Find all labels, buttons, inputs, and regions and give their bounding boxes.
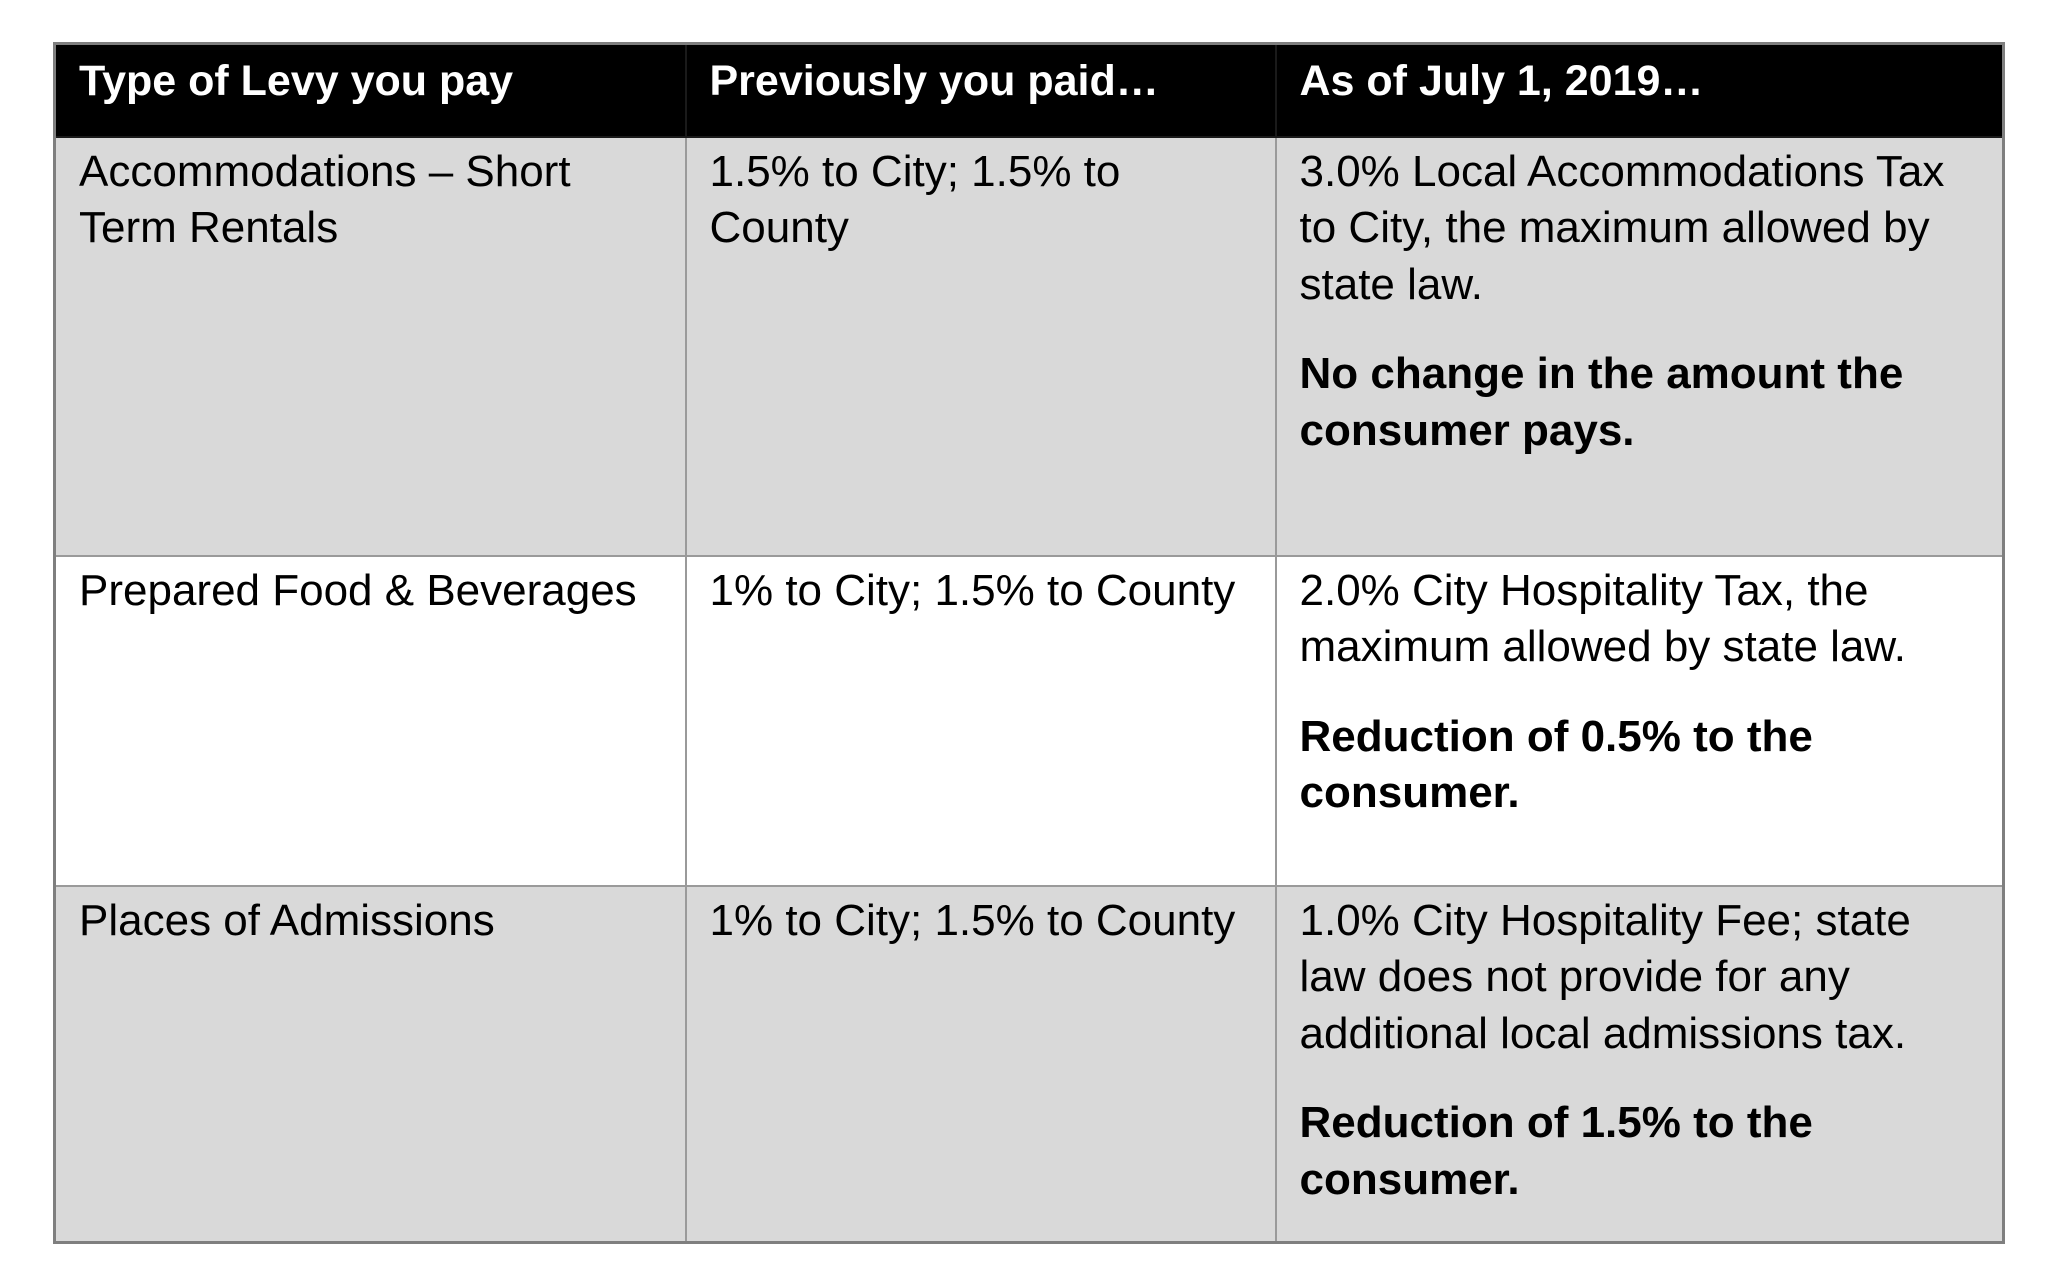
- table-row: Prepared Food & Beverages 1% to City; 1.…: [53, 554, 2005, 887]
- current-rate-text: 1.0% City Hospitality Fee; state law doe…: [1299, 895, 1911, 1058]
- consumer-impact-note: No change in the amount the consumer pay…: [1299, 349, 1904, 455]
- levy-type-cell: Prepared Food & Beverages: [53, 554, 687, 887]
- current-rate-text: 3.0% Local Accommodations Tax to City, t…: [1299, 146, 1945, 309]
- levy-type-cell: Places of Admissions: [53, 884, 687, 1244]
- previous-rate-cell: 1.5% to City; 1.5% to County: [684, 135, 1277, 557]
- table-row: Places of Admissions 1% to City; 1.5% to…: [53, 884, 2005, 1244]
- consumer-impact-note: Reduction of 0.5% to the consumer.: [1299, 711, 1813, 818]
- table-body: Accommodations – Short Term Rentals 1.5%…: [53, 135, 2005, 1244]
- current-rate-cell: 1.0% City Hospitality Fee; state law doe…: [1274, 884, 2005, 1244]
- header-row: Type of Levy you pay Previously you paid…: [53, 42, 2005, 138]
- current-rate-cell: 3.0% Local Accommodations Tax to City, t…: [1274, 135, 2005, 557]
- table-row: Accommodations – Short Term Rentals 1.5%…: [53, 135, 2005, 557]
- previous-rate-cell: 1% to City; 1.5% to County: [684, 884, 1277, 1244]
- levy-type-cell: Accommodations – Short Term Rentals: [53, 135, 687, 557]
- current-rate-cell: 2.0% City Hospitality Tax, the maximum a…: [1274, 554, 2005, 887]
- previous-rate-cell: 1% to City; 1.5% to County: [684, 554, 1277, 887]
- header-levy-type: Type of Levy you pay: [53, 42, 687, 138]
- levy-comparison-table: Type of Levy you pay Previously you paid…: [53, 42, 2005, 1244]
- header-previously-paid: Previously you paid…: [684, 42, 1277, 138]
- header-as-of-date: As of July 1, 2019…: [1274, 42, 2005, 138]
- current-rate-text: 2.0% City Hospitality Tax, the maximum a…: [1299, 565, 1906, 672]
- consumer-impact-note: Reduction of 1.5% to the consumer.: [1299, 1098, 1813, 1204]
- table-header: Type of Levy you pay Previously you paid…: [53, 42, 2005, 138]
